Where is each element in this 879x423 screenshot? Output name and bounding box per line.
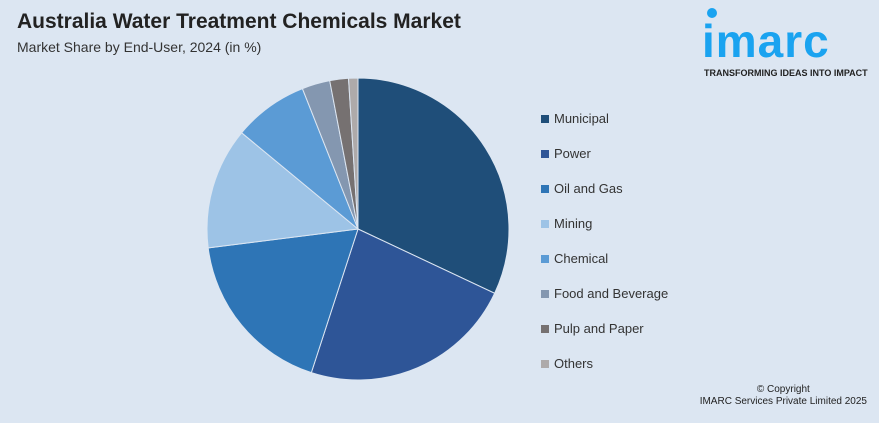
legend-label: Oil and Gas [554,180,623,196]
chart-subtitle: Market Share by End-User, 2024 (in %) [17,39,262,55]
pie-slice-municipal [357,77,510,294]
legend-swatch [541,184,549,193]
legend-label: Others [554,355,594,371]
legend: Municipal Power Oil and Gas Mining Chemical F… [541,101,668,381]
legend-item: Food and Beverage [541,276,668,311]
imarc-logo: imarc TRANSFORMING IDEAS INTO IMPACT [702,6,872,82]
copyright-line: © Copyright [756,384,810,395]
legend-item: Power [541,136,668,171]
pie-slice-oil-and-gas [207,228,359,374]
legend-swatch [541,359,549,368]
legend-swatch [541,219,549,228]
copyright: © Copyright IMARC Services Private Limit… [700,384,867,408]
legend-label: Pulp and Paper [554,320,644,336]
logo-tagline: TRANSFORMING IDEAS INTO IMPACT [704,68,868,78]
legend-label: Mining [554,215,593,231]
legend-item: Mining [541,206,668,241]
pie-slice-others [347,77,359,230]
legend-item: Others [541,346,668,381]
pie-slice-power [310,228,496,381]
legend-label: Chemical [554,250,609,266]
chart-title: Australia Water Treatment Chemicals Mark… [17,10,461,33]
legend-label: Food and Beverage [554,285,669,301]
legend-swatch [541,289,549,298]
legend-label: Power [554,145,591,161]
legend-swatch [541,114,549,123]
pie-slice-mining [206,132,360,249]
legend-item: Oil and Gas [541,171,668,206]
legend-item: Pulp and Paper [541,311,668,346]
legend-item: Municipal [541,101,668,136]
copyright-company: IMARC Services Private Limited 2025 [699,396,867,407]
legend-swatch [541,324,549,333]
legend-swatch [541,254,549,263]
legend-label: Municipal [554,110,609,126]
logo-dot [707,8,717,18]
logo-text: imarc [702,15,830,67]
legend-item: Chemical [541,241,668,276]
legend-swatch [541,149,549,158]
